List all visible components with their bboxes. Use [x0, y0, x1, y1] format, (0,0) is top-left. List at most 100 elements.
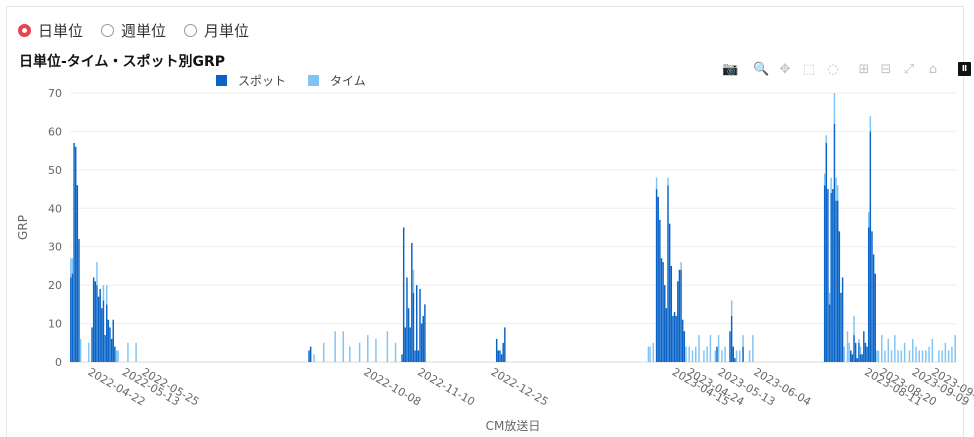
bar-spot[interactable] — [670, 265, 673, 362]
bar-spot[interactable] — [97, 296, 100, 362]
bar-spot[interactable] — [840, 292, 842, 362]
bar-time[interactable] — [848, 342, 850, 362]
radio-weekly[interactable]: 週単位 — [101, 20, 166, 41]
bar-time[interactable] — [70, 258, 72, 278]
bar-spot[interactable] — [112, 319, 114, 362]
bar-time[interactable] — [748, 350, 751, 362]
bar-spot[interactable] — [110, 338, 113, 362]
bar-time[interactable] — [127, 342, 129, 362]
bar-spot[interactable] — [414, 350, 416, 362]
bar-time[interactable] — [925, 350, 927, 362]
bar-time[interactable] — [735, 350, 738, 362]
bar-spot[interactable] — [92, 277, 95, 362]
bar-time[interactable] — [869, 116, 872, 132]
bar-time[interactable] — [667, 177, 669, 186]
bar-spot[interactable] — [495, 338, 498, 362]
bar-spot[interactable] — [667, 185, 669, 362]
bar-time[interactable] — [685, 346, 687, 362]
bar-spot[interactable] — [657, 196, 659, 362]
bar-spot[interactable] — [853, 335, 855, 362]
bar-time[interactable] — [115, 350, 118, 362]
bar-time[interactable] — [894, 335, 896, 362]
bar-spot[interactable] — [102, 300, 105, 362]
bar-time[interactable] — [680, 262, 682, 270]
bar-spot[interactable] — [406, 277, 408, 362]
bar-spot[interactable] — [502, 342, 504, 362]
bar-time[interactable] — [890, 350, 893, 362]
bar-time[interactable] — [941, 350, 943, 362]
bar-time[interactable] — [903, 342, 906, 362]
radio-monthly[interactable]: 月単位 — [184, 20, 249, 41]
bar-time[interactable] — [655, 177, 658, 190]
bar-spot[interactable] — [675, 315, 677, 362]
bar-spot[interactable] — [859, 354, 862, 362]
bar-spot[interactable] — [681, 319, 684, 362]
bar-spot[interactable] — [869, 131, 872, 362]
bar-spot[interactable] — [861, 354, 863, 362]
bar-spot[interactable] — [402, 227, 405, 363]
reset-axes-icon[interactable]: ⌂ — [928, 62, 938, 77]
bar-spot[interactable] — [407, 308, 410, 362]
bar-spot[interactable] — [832, 189, 834, 362]
bar-spot[interactable] — [101, 308, 103, 362]
bar-time[interactable] — [938, 350, 940, 362]
bar-time[interactable] — [928, 346, 930, 362]
bar-time[interactable] — [102, 285, 105, 301]
bar-spot[interactable] — [309, 346, 312, 362]
bar-time[interactable] — [877, 350, 880, 362]
bar-spot[interactable] — [424, 304, 426, 362]
autoscale-icon[interactable]: ⤢ — [903, 62, 915, 77]
bar-spot[interactable] — [867, 227, 870, 363]
bar-spot[interactable] — [401, 354, 403, 362]
bar-time[interactable] — [96, 262, 98, 286]
bar-time[interactable] — [375, 338, 377, 362]
zoom-in-icon[interactable]: ⊞ — [858, 62, 870, 77]
bar-time[interactable] — [135, 342, 137, 362]
bar-spot[interactable] — [664, 285, 666, 362]
bar-spot[interactable] — [70, 277, 72, 362]
bar-time[interactable] — [649, 346, 651, 362]
bar-time[interactable] — [79, 338, 82, 362]
bar-time[interactable] — [835, 177, 837, 201]
bar-time[interactable] — [833, 93, 836, 124]
bar-spot[interactable] — [109, 327, 111, 362]
bar-spot[interactable] — [830, 192, 832, 362]
bar-time[interactable] — [322, 342, 325, 362]
bar-spot[interactable] — [404, 327, 407, 362]
bar-time[interactable] — [823, 173, 826, 186]
bar-spot[interactable] — [683, 331, 686, 362]
bar-spot[interactable] — [716, 346, 718, 362]
bar-spot[interactable] — [497, 350, 500, 362]
bar-time[interactable] — [876, 350, 878, 362]
bar-spot[interactable] — [678, 269, 681, 362]
bar-spot[interactable] — [729, 331, 731, 362]
bar-time[interactable] — [71, 258, 74, 274]
bar-spot[interactable] — [856, 358, 859, 362]
bar-spot[interactable] — [99, 288, 101, 362]
bar-time[interactable] — [825, 135, 828, 143]
bar-time[interactable] — [367, 335, 369, 362]
bar-time[interactable] — [836, 185, 839, 201]
bar-spot[interactable] — [672, 315, 674, 362]
bar-time[interactable] — [652, 342, 655, 362]
bar-spot[interactable] — [872, 254, 875, 362]
bar-spot[interactable] — [78, 239, 80, 362]
bars[interactable] — [70, 93, 956, 363]
bar-time[interactable] — [721, 350, 723, 362]
bar-time[interactable] — [752, 335, 754, 362]
bar-spot[interactable] — [668, 223, 671, 362]
bar-time[interactable] — [703, 350, 705, 362]
bar-spot[interactable] — [871, 231, 873, 362]
bar-spot[interactable] — [866, 346, 868, 362]
bar-time[interactable] — [884, 350, 886, 362]
bar-spot[interactable] — [665, 308, 668, 362]
bar-spot[interactable] — [504, 327, 506, 362]
bar-spot[interactable] — [662, 262, 664, 362]
bar-spot[interactable] — [419, 288, 421, 362]
bar-spot[interactable] — [850, 350, 852, 362]
bar-spot[interactable] — [499, 350, 501, 362]
bar-time[interactable] — [830, 177, 832, 193]
zoom-out-icon[interactable]: ⊟ — [880, 62, 892, 77]
bar-spot[interactable] — [74, 146, 77, 362]
